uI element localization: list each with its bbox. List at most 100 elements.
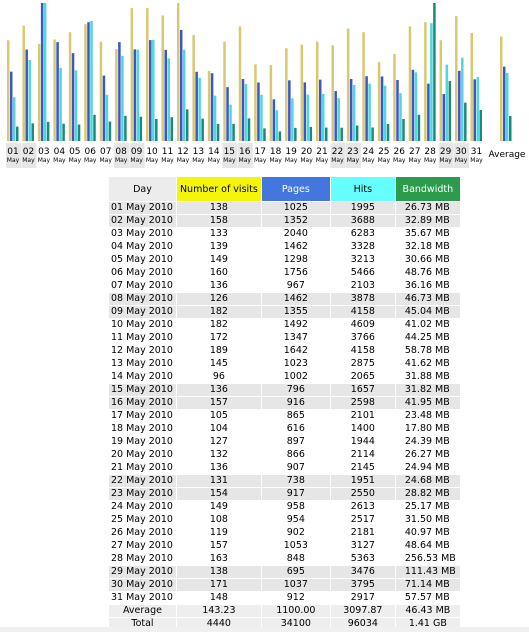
average-bar-hits	[506, 72, 509, 141]
x-tick-month-label: May	[38, 157, 51, 164]
bar-hits-27	[414, 72, 418, 141]
bar-hits-21	[322, 93, 325, 141]
bar-pages-24	[365, 76, 368, 141]
bar-pages-23	[349, 78, 353, 141]
bar-pages-27	[411, 69, 415, 141]
cell-hits: 2114	[350, 449, 375, 460]
x-tick-month-label: May	[7, 157, 20, 164]
cell-visits: 138	[176, 566, 261, 578]
x-tick-label: 03	[38, 147, 49, 157]
cell-pages: 2040	[283, 228, 308, 239]
cell-visits: 171	[176, 579, 261, 591]
cell-visits: 108	[209, 514, 228, 525]
x-tick-label: 07	[100, 147, 111, 157]
bar-bandwidth-05	[77, 124, 81, 141]
bar-number-of-visits-16	[238, 26, 242, 141]
x-tick-label: 19	[285, 147, 297, 157]
cell-visits: 172	[209, 332, 228, 343]
cell-pages: 1347	[283, 332, 308, 343]
table-row: 14 May 2010 96 1002 2065 31.88 MB	[109, 371, 460, 383]
table-row: 04 May 2010 139 1462 3328 32.18 MB	[109, 241, 460, 253]
cell-visits: 182	[176, 306, 261, 318]
bar-number-of-visits-21	[316, 41, 319, 142]
cell-visits: 158	[176, 215, 261, 227]
bar-pages-11	[164, 49, 167, 142]
weekend-label-bg	[21, 143, 37, 168]
bar-hits-22	[337, 98, 340, 141]
cell-pages: 1298	[283, 254, 308, 265]
cell-bandwidth: 41.95 MB	[395, 397, 460, 409]
cell-visits: 149	[209, 501, 228, 512]
cell-hits: 2613	[350, 501, 375, 512]
bar-bandwidth-29	[448, 81, 452, 141]
bar-hits-06	[90, 20, 93, 142]
cell-bandwidth: 57.57 MB	[404, 592, 450, 603]
bar-bandwidth-15	[232, 123, 235, 141]
cell-hits: 6283	[350, 228, 375, 239]
bar-bandwidth-10	[155, 118, 158, 141]
x-tick-label: 23	[347, 147, 358, 157]
x-tick-month-label: May	[455, 157, 468, 164]
cell-day: 12 May 2010	[111, 345, 173, 356]
cell-visits: 104	[209, 423, 228, 434]
cell-bandwidth: 28.82 MB	[395, 488, 460, 500]
bar-bandwidth-04	[62, 123, 65, 141]
x-tick-label: 16	[239, 147, 251, 157]
table-row: 13 May 2010 145 1023 2875 41.62 MB	[109, 358, 460, 370]
table-row: 17 May 2010 105 865 2101 23.48 MB	[109, 410, 460, 422]
x-tick-month-label: May	[331, 157, 344, 164]
bar-hits-29	[445, 64, 449, 141]
weekend-label-bg	[345, 143, 361, 168]
bar-number-of-visits-13	[192, 35, 195, 141]
cell-pages: 1462	[283, 241, 308, 252]
bar-pages-02	[25, 49, 28, 141]
bar-hits-20	[306, 94, 310, 141]
header-day: Day	[109, 177, 176, 201]
cell-visits: 157	[209, 540, 228, 551]
cell-pages: 958	[286, 501, 305, 512]
bar-bandwidth-08	[124, 115, 127, 141]
cell-bandwidth: 26.27 MB	[404, 449, 450, 460]
bar-number-of-visits-11	[161, 15, 164, 142]
bar-number-of-visits-25	[377, 62, 381, 142]
table-row: 24 May 2010 149 958 2613 25.17 MB	[109, 501, 460, 513]
table-row: 15 May 2010 136 796 1657 31.82 MB	[109, 384, 460, 396]
cell-day: 05 May 2010	[111, 254, 173, 265]
bar-bandwidth-26	[402, 118, 405, 141]
cell-visits: 136	[209, 280, 228, 291]
cell-bandwidth: 23.48 MB	[404, 410, 450, 421]
cell-visits: 136	[209, 462, 228, 473]
x-tick-month-label: May	[378, 157, 391, 164]
x-tick-label: 25	[378, 147, 389, 157]
daily-stats-table: Day Number of visits Pages Hits Bandwidt…	[108, 176, 461, 631]
cell-bandwidth: 17.80 MB	[404, 423, 450, 434]
cell-pages: 967	[286, 280, 305, 291]
bottom-scrollbar[interactable]	[0, 627, 529, 632]
cell-hits: 3878	[330, 293, 395, 305]
cell-bandwidth: 32.89 MB	[395, 215, 460, 227]
bar-hits-07	[105, 94, 109, 141]
cell-bandwidth: 45.04 MB	[395, 306, 460, 318]
bar-hits-24	[368, 83, 371, 141]
bar-number-of-visits-23	[346, 28, 350, 141]
cell-day: 10 May 2010	[111, 319, 173, 330]
cell-visits: 132	[209, 449, 228, 460]
bar-pages-15	[226, 87, 229, 141]
table-row: 12 May 2010 189 1642 4158 58.78 MB	[109, 345, 460, 357]
table-row: 28 May 2010 163 848 5363 256.53 MB	[109, 553, 460, 565]
bar-pages-09	[133, 49, 137, 141]
table-row: 03 May 2010 133 2040 6283 35.67 MB	[109, 228, 460, 240]
bar-number-of-visits-28	[424, 21, 427, 141]
bar-hits-18	[275, 110, 279, 141]
bar-pages-25	[380, 76, 384, 141]
cell-visits: 131	[176, 475, 261, 487]
bar-pages-06	[87, 22, 90, 142]
bar-bandwidth-09	[139, 116, 143, 141]
bar-number-of-visits-05	[68, 32, 72, 142]
weekend-label-bg	[237, 143, 253, 168]
cell-pages: 907	[286, 462, 305, 473]
cell-hits: 3127	[350, 540, 375, 551]
bar-pages-31	[473, 79, 476, 141]
bar-number-of-visits-15	[223, 41, 226, 142]
cell-hits: 2181	[350, 527, 375, 538]
